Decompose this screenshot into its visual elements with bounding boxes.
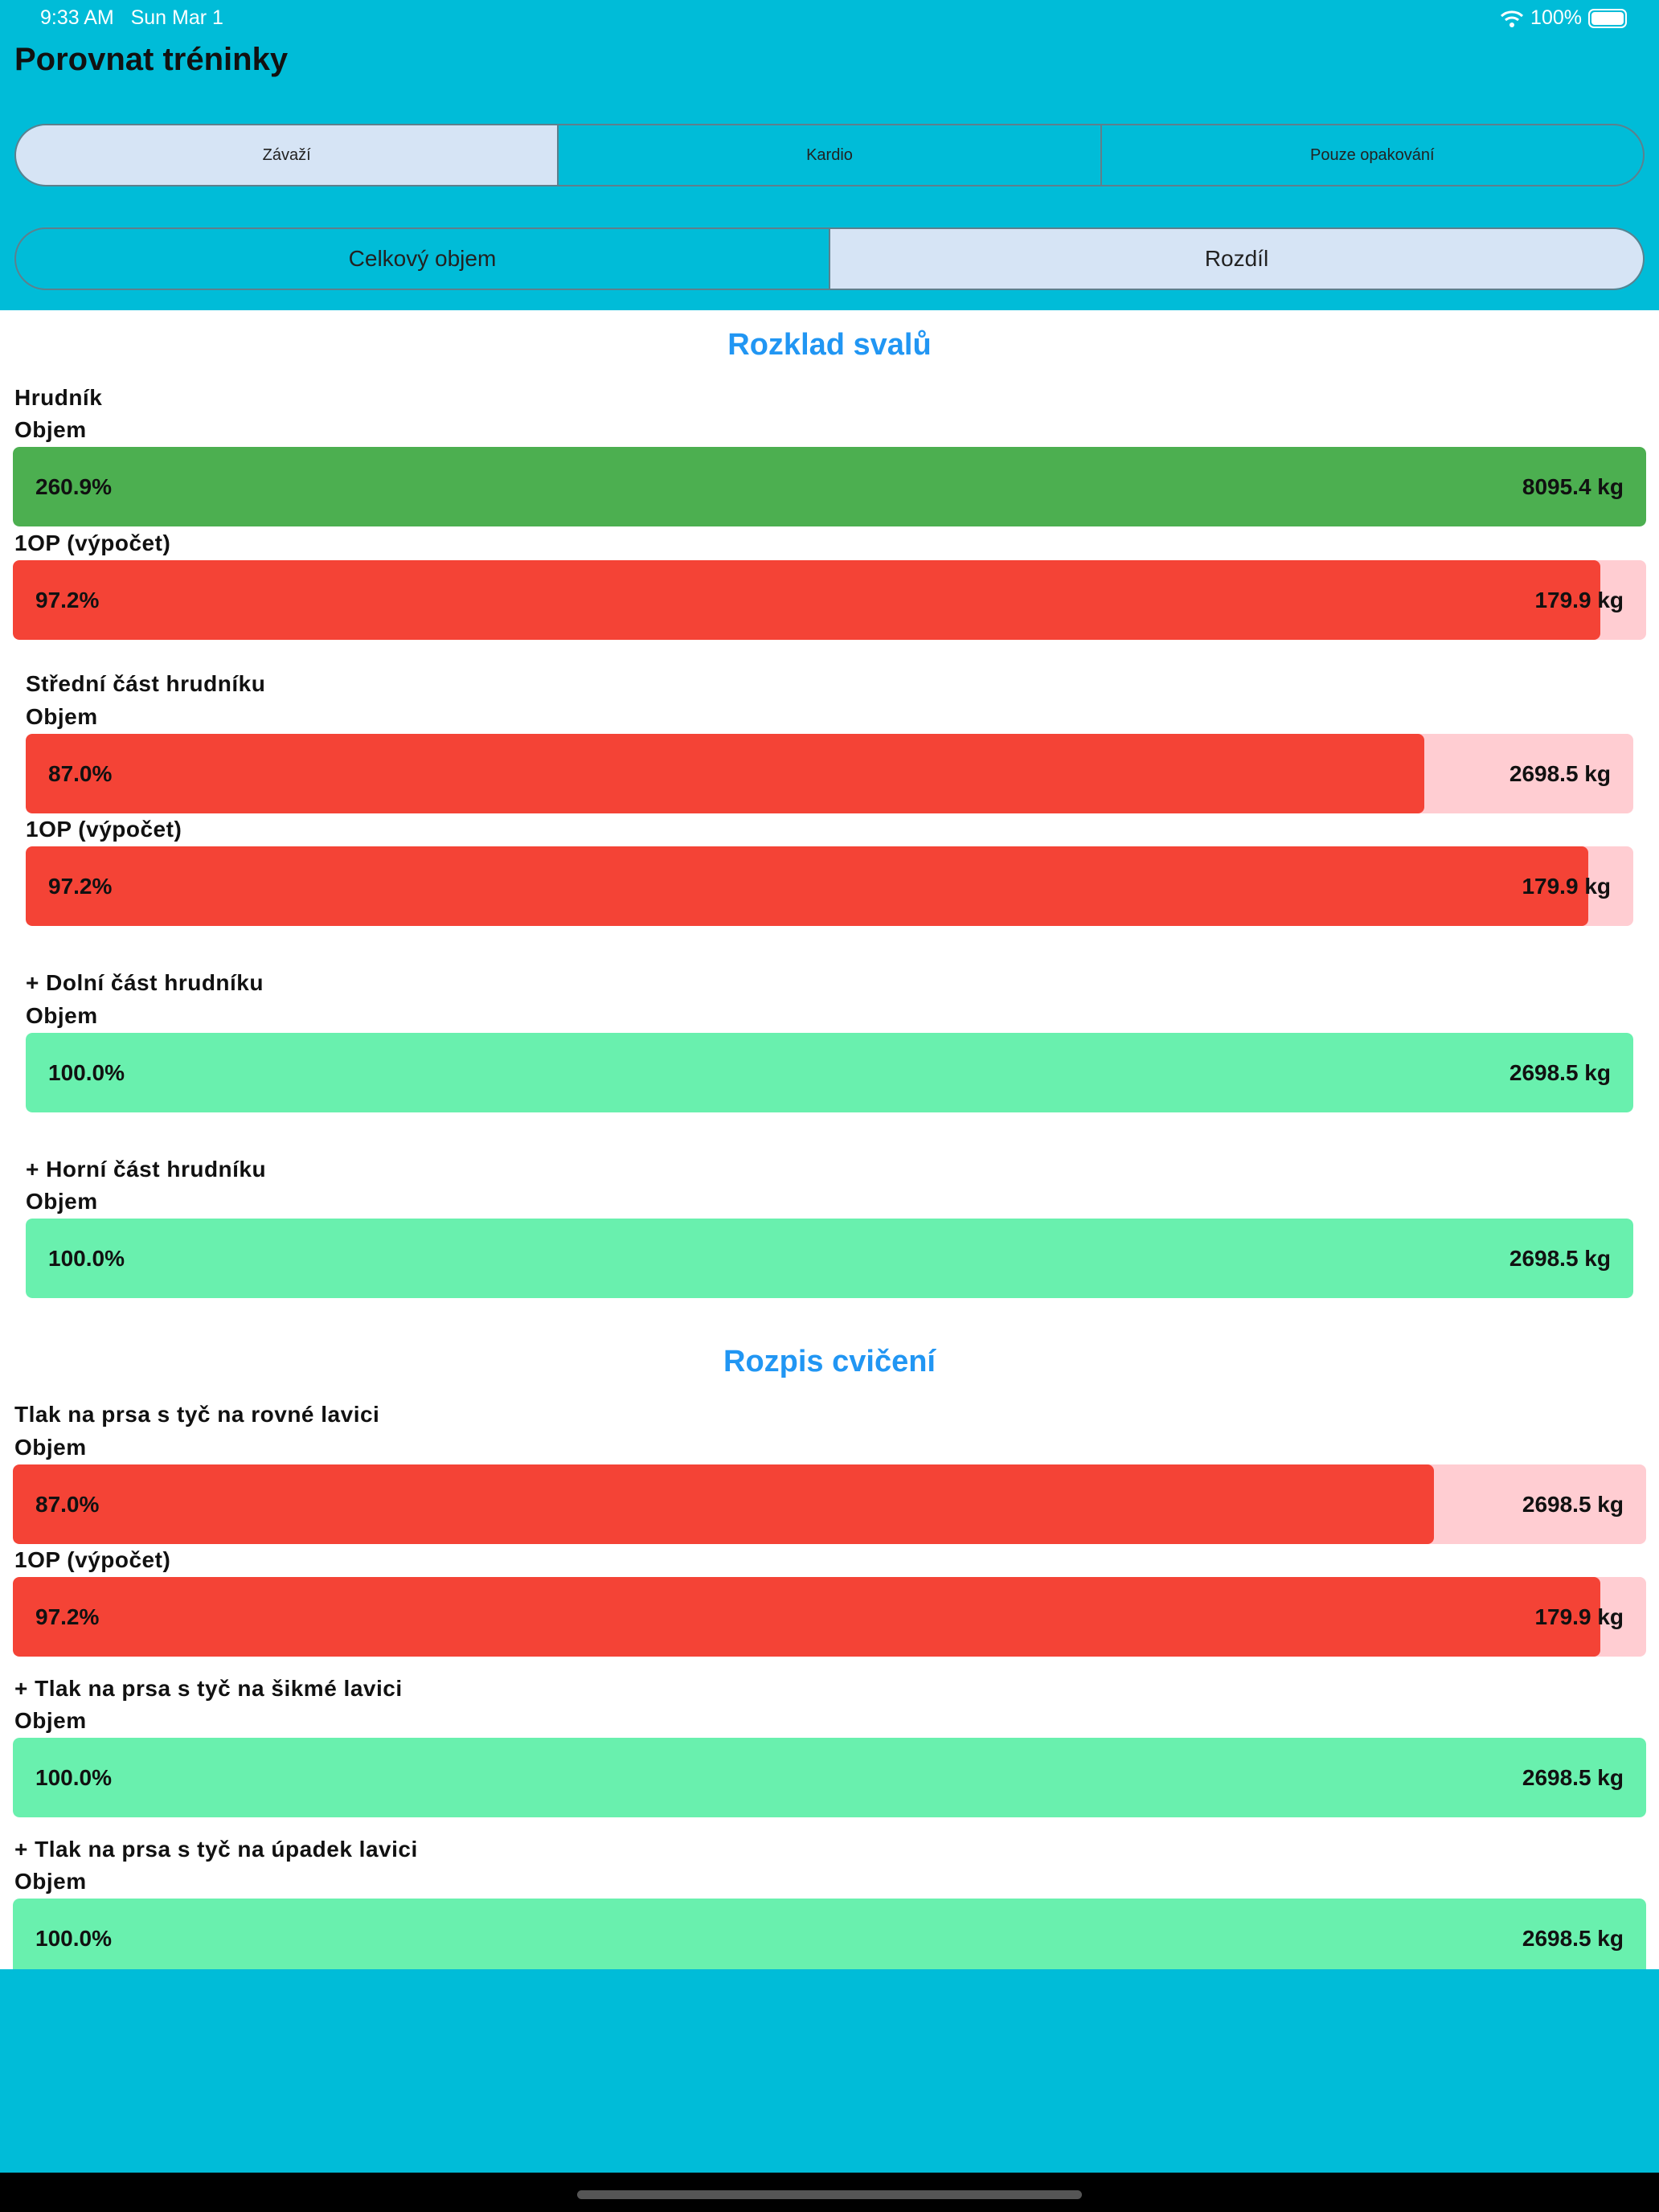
bar-fill: [26, 734, 1424, 813]
bar-percent: 87.0%: [35, 1491, 100, 1517]
exercise-name: Tlak na prsa s tyč na rovné lavici: [14, 1402, 380, 1427]
bar-value: 179.9 kg: [1534, 1604, 1624, 1629]
date: Sun Mar 1: [130, 6, 223, 29]
bar-percent: 260.9%: [35, 473, 112, 499]
one-rep-max-bar: 97.2% 179.9 kg: [13, 1577, 1646, 1657]
time: 9:33 AM: [40, 6, 114, 29]
tab-difference[interactable]: Rozdíl: [830, 229, 1643, 289]
metric-label: 1OP (výpočet): [26, 817, 182, 842]
bar-value: 2698.5 kg: [1522, 1764, 1624, 1790]
metric-label: 1OP (výpočet): [14, 530, 171, 555]
metric-label: Objem: [14, 1708, 87, 1733]
bar-fill: [26, 1033, 1633, 1112]
bar-percent: 97.2%: [35, 1604, 100, 1629]
metric-label: Objem: [14, 1435, 87, 1460]
bar-value: 8095.4 kg: [1522, 473, 1624, 499]
exercise-name: + Tlak na prsa s tyč na šikmé lavici: [14, 1676, 403, 1701]
tab-reps-only[interactable]: Pouze opakování: [1310, 145, 1435, 164]
muscle-breakdown-title: Rozklad svalů: [727, 328, 932, 362]
volume-bar: 260.9% 8095.4 kg: [13, 447, 1646, 526]
bar-fill: [26, 846, 1588, 926]
tab-cardio[interactable]: Kardio: [559, 125, 1102, 185]
metric-label: Objem: [26, 1189, 98, 1214]
metric-label: Objem: [26, 1003, 98, 1028]
metric-label: Objem: [14, 1869, 87, 1894]
bar-percent: 97.2%: [48, 873, 113, 899]
tab-weights[interactable]: Závaží: [16, 125, 559, 185]
bar-percent: 87.0%: [48, 760, 113, 786]
exercise-name: + Tlak na prsa s tyč na úpadek lavici: [14, 1837, 418, 1862]
exercise-breakdown-title: Rozpis cvičení: [723, 1345, 936, 1378]
bar-percent: 100.0%: [48, 1059, 125, 1085]
status-right: 100%: [1500, 6, 1627, 30]
workout-type-selector: Závaží Kardio Pouze opakování: [14, 124, 1645, 186]
bar-value: 2698.5 kg: [1509, 1059, 1611, 1085]
metric-label: Objem: [26, 704, 98, 729]
group-name: Střední část hrudníku: [26, 671, 266, 696]
bar-percent: 97.2%: [35, 587, 100, 612]
battery-icon: [1588, 8, 1627, 28]
status-time: 9:33 AM Sun Mar 1: [40, 6, 223, 30]
tab-total-volume[interactable]: Celkový objem: [16, 229, 830, 289]
metric-label: Objem: [14, 417, 87, 442]
group-name: + Horní část hrudníku: [26, 1157, 267, 1182]
volume-bar: 100.0% 2698.5 kg: [26, 1219, 1633, 1298]
bar-value: 179.9 kg: [1522, 873, 1611, 899]
mode-selector: Celkový objem Rozdíl: [14, 227, 1645, 290]
page-title: Porovnat tréninky: [14, 42, 289, 77]
metric-label: 1OP (výpočet): [14, 1547, 171, 1572]
comparison-content: Rozklad svalů Hrudník Objem 260.9% 8095.4…: [0, 310, 1659, 1969]
bar-fill: [26, 1219, 1633, 1298]
bar-fill: [13, 1738, 1646, 1817]
one-rep-max-bar: 97.2% 179.9 kg: [13, 560, 1646, 640]
bar-value: 2698.5 kg: [1509, 760, 1611, 786]
bar-fill: [13, 1577, 1601, 1657]
bar-value: 179.9 kg: [1534, 587, 1624, 612]
group-name: + Dolní část hrudníku: [26, 970, 264, 995]
wifi-icon: [1501, 10, 1524, 27]
bar-fill: [13, 1464, 1434, 1544]
bar-percent: 100.0%: [48, 1245, 125, 1271]
bar-fill: [13, 447, 1646, 526]
volume-bar: 100.0% 2698.5 kg: [13, 1738, 1646, 1817]
bar-value: 2698.5 kg: [1522, 1925, 1624, 1951]
volume-bar: 100.0% 2698.5 kg: [26, 1033, 1633, 1112]
bar-fill: [13, 1899, 1646, 1969]
one-rep-max-bar: 97.2% 179.9 kg: [26, 846, 1633, 926]
volume-bar: 87.0% 2698.5 kg: [13, 1464, 1646, 1544]
bar-percent: 100.0%: [35, 1925, 112, 1951]
bar-fill: [13, 560, 1601, 640]
bar-value: 2698.5 kg: [1509, 1245, 1611, 1271]
bar-value: 2698.5 kg: [1522, 1491, 1624, 1517]
group-name: Hrudník: [14, 385, 103, 410]
bar-percent: 100.0%: [35, 1764, 112, 1790]
volume-bar: 100.0% 2698.5 kg: [13, 1899, 1646, 1969]
home-indicator[interactable]: [577, 2190, 1082, 2199]
volume-bar: 87.0% 2698.5 kg: [26, 734, 1633, 813]
battery-percent: 100%: [1530, 6, 1582, 29]
